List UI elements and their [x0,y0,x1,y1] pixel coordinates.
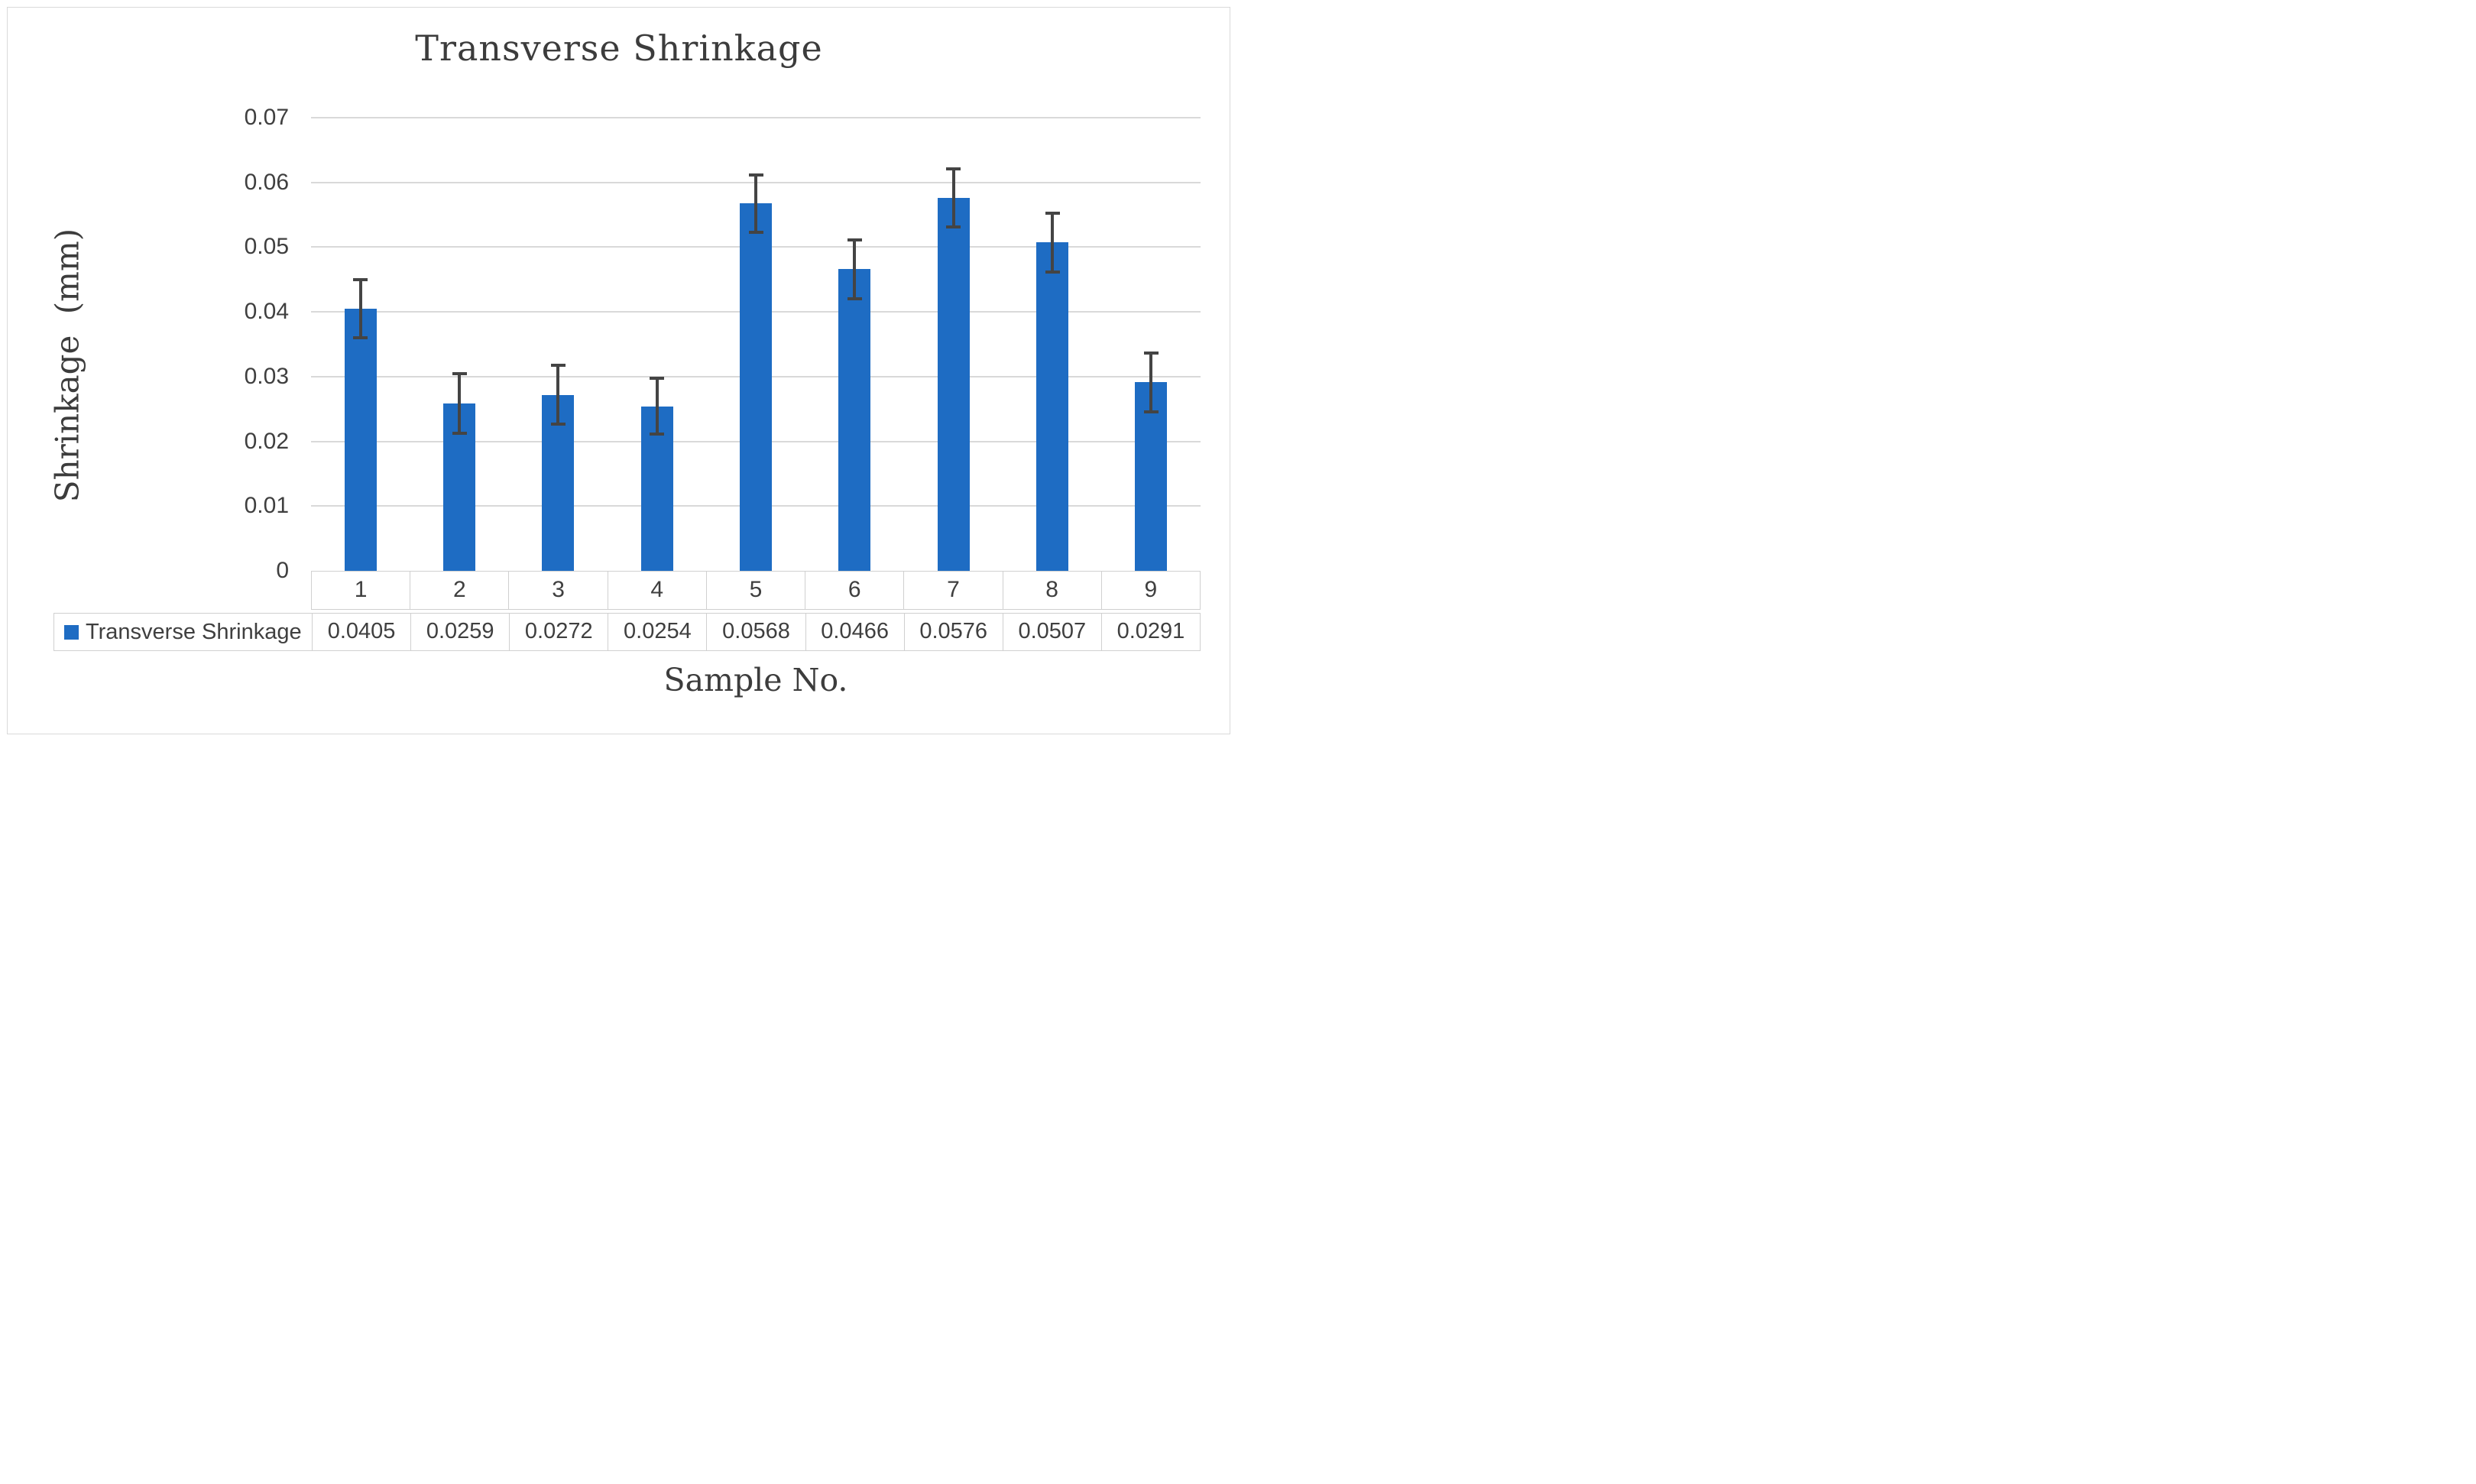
error-bar-cap [650,376,665,380]
legend-label: Transverse Shrinkage [86,619,302,644]
error-bar-stem [1149,352,1153,412]
error-bar-stem [951,168,955,228]
error-bar-cap [1045,212,1060,215]
error-bar-stem [754,174,757,232]
error-bar-cap [748,173,763,177]
category-cell: 3 [508,572,607,609]
error-bar-cap [550,363,566,367]
error-bar-stem [1051,213,1054,273]
value-cell: 0.0259 [410,614,509,650]
y-tick-label: 0.05 [244,234,289,260]
legend-cell: Transverse Shrinkage [54,614,312,650]
bar [1135,382,1168,571]
value-cell: 0.0568 [706,614,805,650]
error-bar-stem [458,373,461,433]
error-bar-cap [550,422,566,426]
chart-title: Transverse Shrinkage [415,28,823,69]
error-bar-cap [847,297,862,301]
y-tick-label: 0.04 [244,299,289,325]
x-axis-title: Sample No. [663,662,848,698]
value-cell: 0.0507 [1002,614,1101,650]
bar [1036,242,1068,571]
gridline [311,117,1201,118]
bar [937,198,970,571]
value-cell: 0.0272 [509,614,608,650]
legend-marker-icon [64,624,79,640]
y-tick-label: 0 [276,558,289,583]
y-tick-label: 0.02 [244,428,289,454]
error-bar-cap [847,238,862,242]
error-bar-cap [1143,351,1159,355]
bar [838,269,871,571]
figure-border [7,7,1230,734]
value-cell: 0.0466 [805,614,904,650]
y-tick-label: 0.06 [244,169,289,195]
category-cell: 1 [354,577,368,602]
category-cell: 6 [805,572,903,609]
error-bar-cap [946,225,961,229]
error-bar-cap [353,277,368,281]
error-bar-cap [452,371,467,375]
category-cell: 9 [1100,572,1200,609]
error-bar-stem [556,365,560,424]
category-cell: 4 [607,572,706,609]
value-cell: 0.0576 [903,614,1003,650]
value-cell: 0.0291 [1100,614,1200,650]
category-cell: 5 [705,572,805,609]
y-tick-label: 0.03 [244,363,289,389]
plot-area [311,117,1201,571]
chart-figure: Transverse Shrinkage Shrinkage (mm) 0.07… [0,0,1238,742]
error-bar-cap [650,433,665,436]
error-bar-cap [748,230,763,234]
error-bar-stem [655,377,659,435]
error-bar-stem [358,279,362,339]
value-cell: 0.0254 [608,614,706,650]
y-axis-title: Shrinkage (mm) [48,228,86,503]
data-table-row: Transverse Shrinkage 0.0405 0.0259 0.0272 0… [53,613,1201,651]
category-cell: 7 [903,572,1002,609]
error-bar-cap [452,431,467,435]
bar [740,203,772,571]
y-tick-label: 0.07 [244,105,289,130]
error-bar-cap [353,336,368,340]
error-bar-cap [946,167,961,170]
category-cell: 2 [410,572,508,609]
bar [344,308,377,571]
error-bar-cap [1045,271,1060,274]
category-cell: 8 [1002,572,1101,609]
y-tick-label: 0.01 [244,493,289,519]
error-bar-stem [853,240,857,300]
error-bar-cap [1143,410,1159,413]
value-cell: 0.0405 [312,614,410,650]
